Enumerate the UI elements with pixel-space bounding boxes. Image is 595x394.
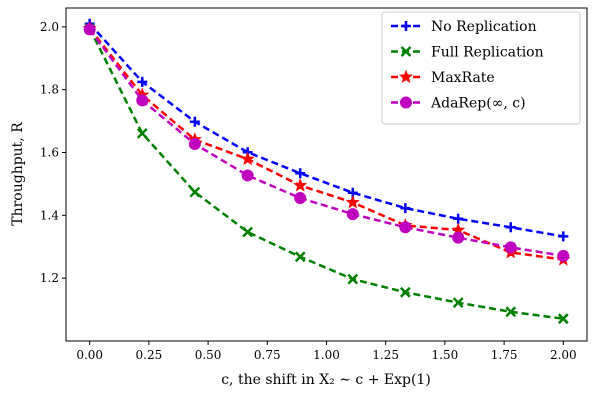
- x-tick-label: 1.50: [432, 348, 459, 362]
- legend-label: Full Replication: [431, 45, 544, 61]
- legend-marker: [401, 21, 411, 31]
- data-point: [505, 306, 517, 318]
- legend-marker: [400, 46, 412, 57]
- data-point: [294, 192, 307, 205]
- y-tick-label: 1.2: [40, 271, 59, 285]
- data-point: [346, 208, 359, 221]
- y-tick-label: 1.4: [40, 208, 59, 222]
- x-tick-label: 0.00: [76, 348, 103, 362]
- y-tick-label: 2.0: [40, 20, 59, 34]
- legend-marker: [400, 96, 412, 109]
- series-0: [84, 18, 569, 242]
- data-point: [295, 168, 306, 179]
- series-line: [88, 27, 564, 320]
- data-point: [240, 151, 255, 166]
- data-point: [399, 286, 411, 298]
- data-point: [452, 297, 464, 309]
- data-point: [293, 178, 308, 192]
- x-axis-label: c, the shift in X₂ ∼ c + Exp(1): [221, 372, 431, 388]
- series-layer: [82, 18, 571, 325]
- data-point: [241, 169, 254, 182]
- data-point: [294, 251, 306, 263]
- data-point: [558, 231, 569, 242]
- data-point: [136, 94, 149, 107]
- x-tick-label: 0.50: [195, 348, 222, 362]
- x-tick-label: 1.75: [491, 348, 518, 362]
- data-point: [399, 221, 412, 234]
- x-tick-label: 2.00: [550, 348, 577, 362]
- legend-item: Full Replication: [391, 45, 544, 61]
- data-point: [452, 231, 465, 244]
- legend: No Replication Full Replication MaxRate Ada…: [381, 11, 581, 125]
- legend-item: MaxRate: [391, 69, 495, 86]
- series-line: [88, 28, 564, 258]
- data-point: [137, 76, 148, 87]
- data-point: [504, 241, 517, 254]
- data-point: [347, 273, 359, 285]
- data-point: [83, 23, 96, 36]
- data-point: [345, 195, 360, 209]
- y-tick-label: 1.8: [40, 83, 59, 97]
- y-axis-label: Throughput, R: [10, 122, 26, 226]
- legend-label: MaxRate: [431, 70, 495, 86]
- series-3: [83, 23, 570, 262]
- legend-label: AdaRep(∞, c): [430, 96, 526, 112]
- data-point: [188, 138, 201, 151]
- legend-label: No Replication: [431, 19, 537, 35]
- data-point: [400, 203, 411, 214]
- x-tick-label: 0.75: [254, 348, 281, 362]
- data-point: [189, 116, 200, 127]
- data-point: [557, 249, 570, 262]
- y-tick-label: 1.6: [40, 146, 59, 160]
- data-point: [189, 186, 201, 198]
- legend-box: [381, 11, 581, 125]
- data-point: [136, 127, 148, 139]
- series-line: [88, 22, 564, 238]
- x-tick-label: 0.25: [136, 348, 163, 362]
- legend-item: No Replication: [391, 19, 537, 35]
- data-point: [242, 226, 254, 238]
- data-point: [505, 222, 516, 233]
- data-point: [453, 213, 464, 224]
- data-point: [557, 313, 569, 325]
- legend-marker: [398, 69, 414, 83]
- x-tick-label: 1.25: [372, 348, 399, 362]
- legend-item: AdaRep(∞, c): [391, 96, 526, 112]
- x-tick-label: 1.00: [313, 348, 340, 362]
- axis-ticks: 0.00 0.25 0.50 0.75 1.00 1.25 1.50 1.75 2.00 1.2 1…: [40, 20, 577, 362]
